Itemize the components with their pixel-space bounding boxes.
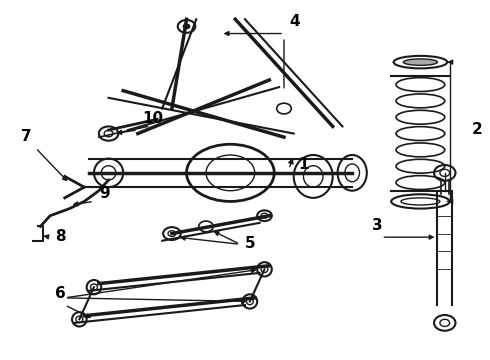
Text: 3: 3 (372, 218, 382, 233)
Text: 6: 6 (55, 286, 66, 301)
Text: 1: 1 (298, 157, 309, 172)
Text: 8: 8 (55, 229, 66, 244)
Text: 10: 10 (143, 111, 164, 126)
Text: 7: 7 (21, 129, 31, 144)
Text: 4: 4 (289, 14, 299, 30)
Text: 5: 5 (245, 236, 256, 251)
Ellipse shape (403, 59, 438, 65)
Text: 9: 9 (99, 186, 109, 201)
Circle shape (183, 23, 191, 29)
Text: 2: 2 (471, 122, 482, 136)
